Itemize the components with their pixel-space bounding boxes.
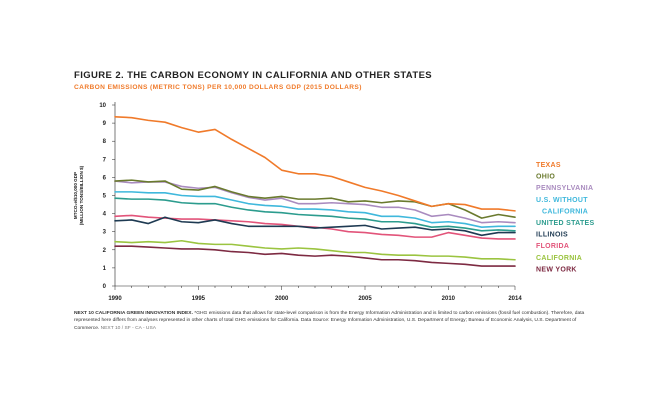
y-tick-label: 7	[103, 157, 107, 163]
series-line-illinois	[114, 216, 516, 237]
y-tick-label: 9	[103, 121, 107, 127]
legend-item-united-states: UNITED STATES	[536, 220, 595, 227]
series-line-pennsylvania	[114, 180, 516, 224]
series-line-new-york	[114, 245, 516, 267]
y-tick-label: 6	[103, 175, 107, 181]
y-tick-label: 5	[103, 194, 107, 200]
figure-subtitle: CARBON EMISSIONS (METRIC TONS) PER 10,00…	[74, 84, 362, 91]
series-line-florida	[114, 214, 516, 240]
y-tick-label: 2	[103, 248, 107, 254]
footnote-credit: NEXT 10 / SF - CA - USA	[99, 325, 156, 331]
legend-item-texas: TEXAS	[536, 162, 561, 169]
legend-item-u-s-without-california: U.S. WITHOUT CALIFORNIA	[536, 197, 588, 216]
x-tick-label: 2000	[275, 296, 289, 302]
legend-item-illinois: ILLINOIS	[536, 232, 568, 239]
y-axis-label-line1: MTCO₂e/$10,000 GDP	[73, 172, 78, 219]
y-tick-labels: 0 1 2 3 4 5 6 7 8 9 10	[99, 103, 115, 290]
legend-item-new-york: NEW YORK	[536, 266, 577, 273]
y-tick-label: 0	[103, 284, 107, 290]
legend-item-california: CALIFORNIA	[536, 255, 582, 262]
x-tick-label: 1990	[108, 296, 122, 302]
footnote: NEXT 10 CALIFORNIA GREEN INNOVATION INDE…	[74, 310, 594, 332]
series-line-california	[114, 239, 516, 261]
y-tick-label: 4	[103, 212, 107, 218]
footnote-text: *GHG emissions data that allows for stat…	[74, 311, 585, 331]
series-lines	[114, 115, 516, 267]
y-axis-label-line2: (MILLION TONS/BILLION $)	[79, 165, 84, 225]
series-line-united-states	[114, 197, 516, 232]
y-tick-label: 3	[103, 230, 107, 236]
x-tick-label: 2014	[508, 296, 522, 302]
x-tick-label: 1995	[192, 296, 206, 302]
legend-item-ohio: OHIO	[536, 174, 555, 181]
series-line-ohio	[114, 179, 516, 219]
y-tick-label: 8	[103, 139, 107, 145]
series-line-u-s-without-california	[114, 191, 516, 228]
series-line-texas	[114, 115, 516, 212]
x-tick-label: 2005	[358, 296, 372, 302]
footnote-source: NEXT 10 CALIFORNIA GREEN INNOVATION INDE…	[74, 311, 193, 316]
y-tick-label: 10	[99, 103, 106, 109]
x-tick-labels: 1990 1995 2000 2005 2010 2014	[108, 286, 522, 302]
x-tick-label: 2010	[442, 296, 456, 302]
legend-item-pennsylvania: PENNSYLVANIA	[536, 185, 593, 192]
legend: TEXAS OHIO PENNSYLVANIA U.S. WITHOUT CALIFOR…	[536, 162, 595, 273]
legend-item-florida: FLORIDA	[536, 243, 569, 250]
y-tick-label: 1	[103, 266, 107, 272]
figure-title: FIGURE 2. THE CARBON ECONOMY IN CALIFORN…	[74, 70, 433, 81]
y-axis-label: MTCO₂e/$10,000 GDP (MILLION TONS/BILLION…	[73, 165, 84, 225]
